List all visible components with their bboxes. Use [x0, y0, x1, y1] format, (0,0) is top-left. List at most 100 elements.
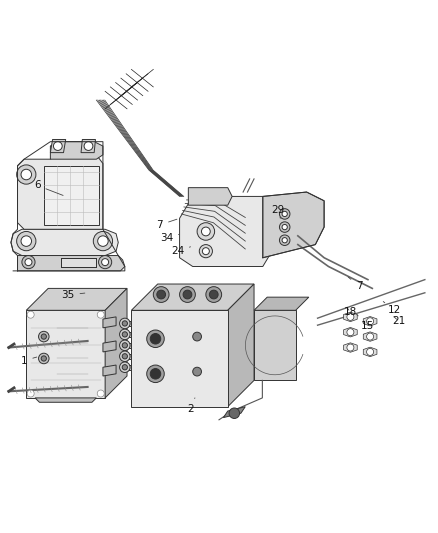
Circle shape: [21, 169, 32, 180]
Circle shape: [147, 365, 164, 383]
Circle shape: [209, 290, 218, 299]
Circle shape: [282, 238, 287, 243]
Polygon shape: [123, 332, 131, 337]
Circle shape: [17, 231, 36, 251]
Polygon shape: [343, 327, 357, 337]
Polygon shape: [131, 310, 228, 407]
Circle shape: [150, 368, 161, 379]
Text: 7: 7: [348, 277, 363, 291]
Polygon shape: [188, 188, 232, 205]
Polygon shape: [103, 365, 116, 376]
Polygon shape: [44, 166, 99, 225]
Circle shape: [367, 318, 374, 325]
Circle shape: [201, 227, 210, 236]
Polygon shape: [123, 354, 131, 359]
Circle shape: [122, 365, 127, 370]
Circle shape: [347, 344, 354, 351]
Circle shape: [282, 224, 287, 230]
Circle shape: [41, 334, 46, 339]
Circle shape: [93, 231, 113, 251]
Polygon shape: [123, 321, 131, 326]
Polygon shape: [103, 341, 116, 352]
Circle shape: [367, 349, 374, 356]
Polygon shape: [81, 140, 95, 152]
Circle shape: [99, 255, 112, 269]
Circle shape: [202, 248, 209, 255]
Polygon shape: [105, 288, 127, 398]
Circle shape: [97, 311, 104, 318]
Polygon shape: [254, 297, 309, 310]
Text: 2: 2: [187, 398, 195, 414]
Circle shape: [279, 209, 290, 219]
Circle shape: [39, 332, 49, 342]
Circle shape: [180, 287, 195, 302]
Circle shape: [98, 236, 108, 246]
Circle shape: [193, 367, 201, 376]
Circle shape: [120, 351, 130, 361]
Text: 1: 1: [21, 356, 37, 366]
Circle shape: [193, 332, 201, 341]
Polygon shape: [363, 347, 377, 357]
Circle shape: [122, 343, 127, 348]
Text: 21: 21: [392, 316, 405, 326]
Polygon shape: [228, 284, 254, 407]
Circle shape: [279, 235, 290, 246]
Text: 35: 35: [61, 290, 85, 300]
Circle shape: [183, 290, 192, 299]
Circle shape: [102, 259, 109, 265]
Polygon shape: [123, 343, 131, 348]
Circle shape: [120, 362, 130, 373]
Polygon shape: [131, 284, 254, 310]
Polygon shape: [18, 255, 125, 271]
Polygon shape: [263, 192, 324, 258]
Text: 34: 34: [160, 233, 179, 243]
Circle shape: [347, 313, 354, 320]
Polygon shape: [26, 310, 105, 398]
Polygon shape: [50, 142, 103, 159]
Text: 6: 6: [34, 181, 63, 196]
Polygon shape: [61, 258, 96, 266]
Circle shape: [147, 330, 164, 348]
Circle shape: [27, 390, 34, 397]
Circle shape: [25, 259, 32, 265]
Circle shape: [150, 334, 161, 344]
Polygon shape: [26, 288, 127, 310]
Circle shape: [120, 329, 130, 340]
Circle shape: [122, 321, 127, 326]
Circle shape: [97, 390, 104, 397]
Polygon shape: [343, 343, 357, 352]
Polygon shape: [18, 155, 103, 229]
Circle shape: [199, 245, 212, 258]
Circle shape: [347, 329, 354, 336]
Polygon shape: [123, 365, 131, 370]
Circle shape: [84, 142, 93, 150]
Circle shape: [53, 142, 62, 150]
Circle shape: [157, 290, 166, 299]
Text: 12: 12: [383, 302, 401, 316]
Text: 24: 24: [171, 246, 191, 256]
Text: 18: 18: [344, 308, 357, 318]
Circle shape: [122, 332, 127, 337]
Circle shape: [17, 165, 36, 184]
Text: 29: 29: [272, 205, 285, 219]
Circle shape: [120, 318, 130, 329]
Polygon shape: [103, 317, 116, 328]
Polygon shape: [363, 332, 377, 341]
Circle shape: [229, 408, 240, 418]
Polygon shape: [343, 312, 357, 321]
Circle shape: [122, 354, 127, 359]
Circle shape: [22, 255, 35, 269]
Circle shape: [120, 340, 130, 351]
Circle shape: [27, 311, 34, 318]
Circle shape: [153, 287, 169, 302]
Polygon shape: [35, 398, 96, 402]
Polygon shape: [363, 317, 377, 326]
Polygon shape: [50, 140, 66, 152]
Circle shape: [39, 353, 49, 364]
Circle shape: [197, 223, 215, 240]
Polygon shape: [11, 229, 118, 255]
Circle shape: [206, 287, 222, 302]
Text: 7: 7: [156, 219, 177, 230]
Circle shape: [367, 333, 374, 340]
Circle shape: [21, 236, 32, 246]
